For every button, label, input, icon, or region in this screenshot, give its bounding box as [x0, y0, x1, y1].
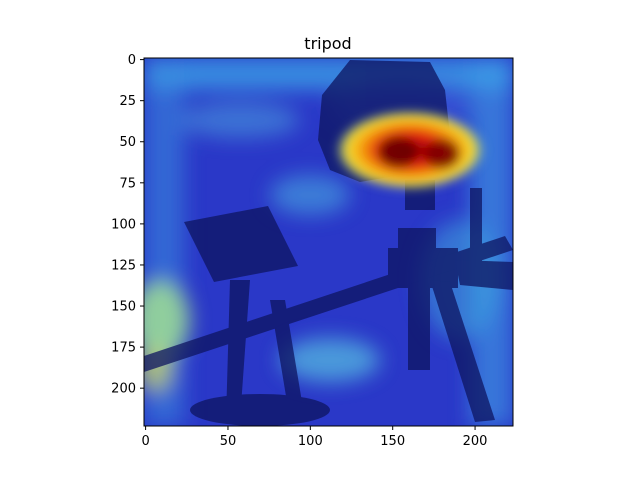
y-tick-label: 150	[111, 300, 136, 315]
x-axis: 0 50 100 150 200	[141, 426, 487, 449]
plot-frame	[143, 57, 514, 427]
heat-hotspot	[335, 110, 485, 190]
y-tick-label: 25	[119, 94, 136, 109]
y-tick-label: 200	[111, 382, 136, 397]
y-tick-label: 125	[111, 258, 136, 273]
x-tick-label: 0	[141, 434, 149, 449]
y-tick-label: 75	[119, 176, 136, 191]
x-tick-label: 150	[380, 434, 405, 449]
chart-title: tripod	[304, 34, 351, 53]
y-axis: 0 25 50 75 100 125 150 175 200	[111, 53, 144, 397]
y-tick-label: 0	[128, 53, 136, 68]
x-tick-label: 200	[463, 434, 488, 449]
y-tick-label: 50	[119, 135, 136, 150]
x-tick-label: 100	[298, 434, 323, 449]
heatmap-image	[144, 58, 513, 426]
y-tick-label: 175	[111, 341, 136, 356]
y-tick-label: 100	[111, 217, 136, 232]
x-tick-label: 50	[220, 434, 237, 449]
